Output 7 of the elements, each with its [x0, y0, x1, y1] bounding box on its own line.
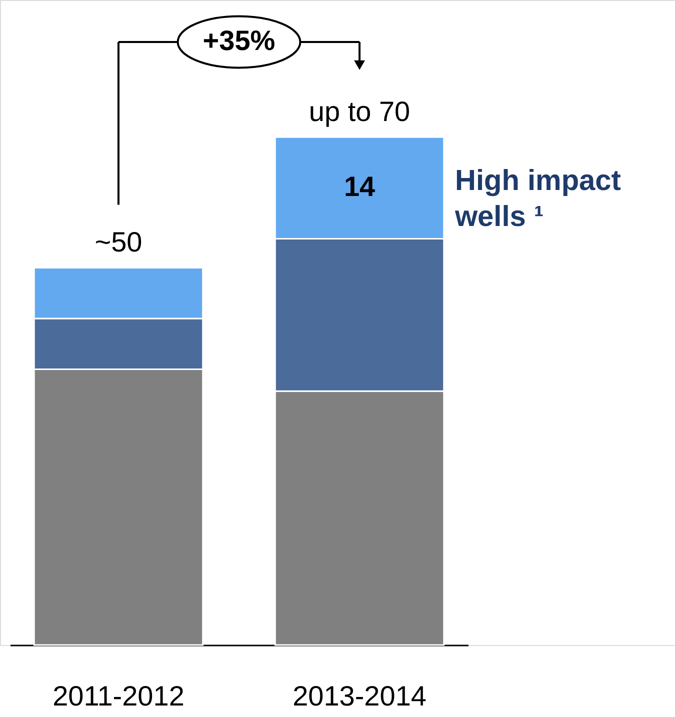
data-label: 14 — [344, 170, 376, 202]
text: +35% — [202, 25, 276, 56]
x-tick-label: 2013-2014 — [292, 680, 426, 712]
total-label: up to 70 — [308, 96, 410, 128]
total-label: ~50 — [94, 226, 142, 258]
x-tick-label: 2011-2012 — [52, 680, 184, 712]
series-label: High impact wells ¹ — [454, 165, 622, 234]
